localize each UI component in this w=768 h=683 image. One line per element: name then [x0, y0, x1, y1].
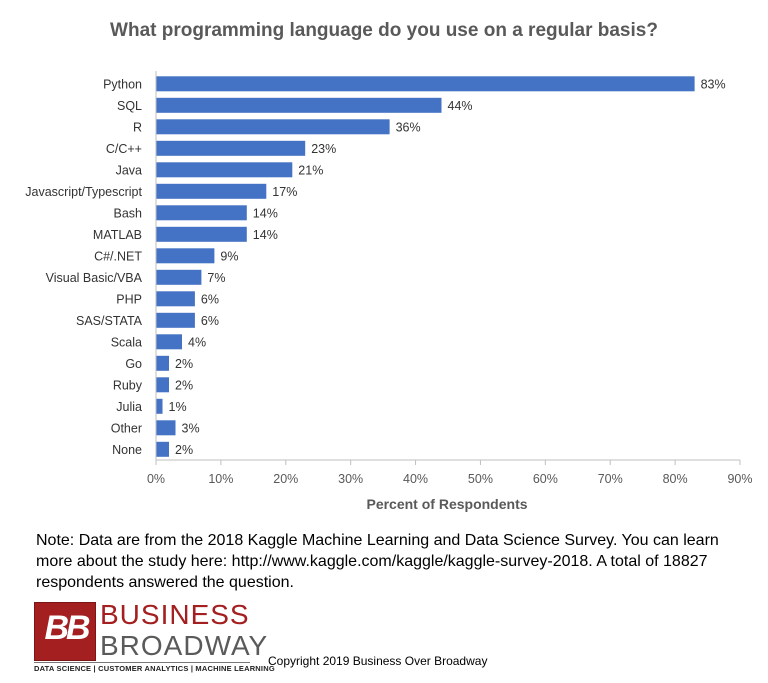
bar-6 — [156, 205, 247, 221]
data-label-6: 14% — [253, 206, 278, 220]
category-label-15: Julia — [116, 400, 142, 414]
category-label-3: C/C++ — [106, 142, 142, 156]
logo-divider — [34, 662, 250, 663]
bar-9 — [156, 269, 202, 285]
bar-0 — [156, 76, 695, 92]
bar-2 — [156, 119, 390, 135]
category-label-0: Python — [103, 77, 142, 91]
category-label-5: Javascript/Typescript — [25, 185, 142, 199]
logo-mark-text: BB — [44, 609, 90, 647]
category-label-2: R — [133, 120, 142, 134]
x-tick-label-7: 70% — [598, 472, 623, 486]
data-label-2: 36% — [396, 120, 421, 134]
category-label-1: SQL — [117, 99, 142, 113]
x-tick-label-0: 0% — [147, 472, 165, 486]
data-label-16: 3% — [182, 421, 200, 435]
chart-title: What programming language do you use on … — [110, 20, 658, 41]
data-label-9: 7% — [207, 271, 225, 285]
category-label-9: Visual Basic/VBA — [46, 271, 143, 285]
x-tick-label-2: 20% — [273, 472, 298, 486]
x-axis-title: Percent of Respondents — [366, 496, 527, 512]
category-label-6: Bash — [114, 206, 143, 220]
category-label-12: Scala — [111, 335, 142, 349]
logo-tagline: DATA SCIENCE | CUSTOMER ANALYTICS | MACH… — [34, 664, 275, 673]
data-label-7: 14% — [253, 228, 278, 242]
data-label-5: 17% — [272, 185, 297, 199]
bar-13 — [156, 355, 169, 371]
bar-3 — [156, 140, 306, 156]
bar-17 — [156, 441, 169, 457]
data-label-1: 44% — [448, 99, 473, 113]
category-label-11: SAS/STATA — [76, 314, 143, 328]
bar-12 — [156, 334, 182, 350]
data-label-10: 6% — [201, 292, 219, 306]
x-tick-label-1: 10% — [208, 472, 233, 486]
bar-14 — [156, 377, 169, 393]
category-label-16: Other — [111, 421, 142, 435]
data-label-0: 83% — [701, 77, 726, 91]
data-label-12: 4% — [188, 335, 206, 349]
data-label-3: 23% — [311, 142, 336, 156]
bars-layer: Python 83% SQL 44% R 36% C/C++ 23% Java 21% Javasc… — [25, 76, 726, 457]
bar-16 — [156, 420, 176, 436]
data-label-11: 6% — [201, 314, 219, 328]
category-label-7: MATLAB — [93, 228, 142, 242]
footnote: Note: Data are from the 2018 Kaggle Mach… — [36, 532, 719, 591]
data-label-13: 2% — [175, 357, 193, 371]
bar-10 — [156, 291, 195, 307]
bar-4 — [156, 162, 293, 178]
bar-1 — [156, 97, 442, 113]
bar-7 — [156, 226, 247, 242]
x-axis: 0% 10% 20% 30% 40% 50% 60% 70% 80% 90% — [147, 71, 753, 486]
data-label-8: 9% — [220, 249, 238, 263]
business-broadway-logo: BB BUSINESS BROADWAY DATA SCIENCE | CUST… — [34, 599, 275, 674]
data-label-15: 1% — [169, 400, 187, 414]
x-tick-label-6: 60% — [533, 472, 558, 486]
category-label-13: Go — [125, 357, 142, 371]
bar-11 — [156, 312, 195, 328]
category-label-10: PHP — [116, 292, 142, 306]
bar-5 — [156, 183, 267, 199]
category-label-14: Ruby — [113, 378, 143, 392]
x-tick-label-3: 30% — [338, 472, 363, 486]
category-label-4: Java — [116, 163, 142, 177]
logo-mark: BB — [34, 602, 96, 661]
bar-chart: Python 83% SQL 44% R 36% C/C++ 23% Java 21% Javasc… — [25, 71, 753, 512]
x-tick-label-9: 90% — [727, 472, 752, 486]
data-label-14: 2% — [175, 378, 193, 392]
x-tick-label-8: 80% — [663, 472, 688, 486]
bar-15 — [156, 398, 163, 414]
data-label-4: 21% — [298, 163, 323, 177]
logo-text-business: BUSINESS — [100, 599, 250, 630]
x-tick-label-4: 40% — [403, 472, 428, 486]
logo-text-broadway: BROADWAY — [100, 630, 269, 661]
bar-8 — [156, 248, 215, 264]
copyright-text: Copyright 2019 Business Over Broadway — [268, 654, 488, 668]
category-label-8: C#/.NET — [94, 249, 142, 263]
category-label-17: None — [112, 443, 142, 457]
data-label-17: 2% — [175, 443, 193, 457]
x-tick-label-5: 50% — [468, 472, 493, 486]
